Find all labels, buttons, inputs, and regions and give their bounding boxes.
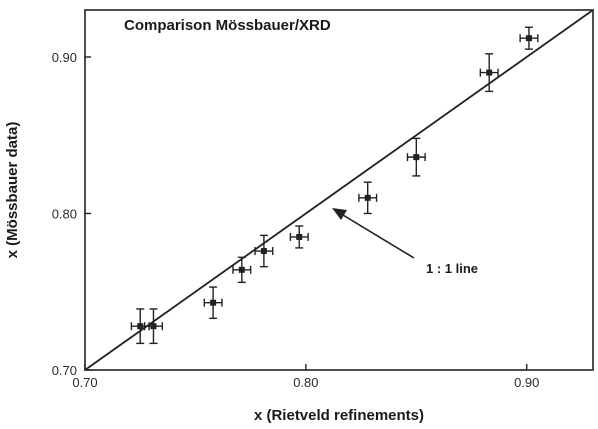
data-point-5 — [254, 234, 274, 268]
point-marker — [210, 299, 217, 306]
axis-ticks: 0.70 0.80 0.90 0.70 0.80 0.90 — [52, 50, 540, 390]
y-axis-title: x (Mössbauer data) — [4, 122, 21, 259]
point-marker — [296, 233, 303, 240]
plot-frame — [84, 9, 594, 371]
annotation-arrow-head — [332, 208, 347, 220]
data-point-3 — [203, 286, 223, 320]
annotation-1-1-line: 1 : 1 line — [332, 208, 478, 276]
y-tick-label-2: 0.90 — [52, 50, 77, 65]
x-tick-label-0: 0.70 — [72, 375, 97, 390]
point-marker — [238, 266, 245, 273]
x-tick-label-2: 0.90 — [514, 375, 539, 390]
data-point-7 — [358, 181, 378, 215]
x-tick-label-1: 0.80 — [293, 375, 318, 390]
point-marker — [364, 194, 371, 201]
annotation-arrow-shaft — [337, 211, 415, 259]
point-marker — [486, 69, 493, 76]
data-points — [130, 26, 539, 345]
data-point-6 — [289, 225, 309, 249]
point-marker — [150, 323, 157, 330]
point-marker — [260, 248, 267, 255]
data-point-9 — [479, 53, 499, 93]
y-tick-label-0: 0.70 — [52, 363, 77, 378]
x-axis-title: x (Rietveld refinements) — [254, 407, 424, 424]
data-point-2 — [143, 308, 164, 345]
reference-line-1-1 — [84, 9, 594, 371]
data-point-8 — [406, 137, 426, 177]
data-point-4 — [232, 256, 252, 284]
point-marker — [525, 35, 532, 42]
annotation-label: 1 : 1 line — [426, 261, 478, 276]
point-marker — [413, 154, 420, 161]
plot-area — [84, 9, 594, 371]
y-tick-label-1: 0.80 — [52, 206, 77, 221]
chart-title: Comparison Mössbauer/XRD — [124, 17, 331, 34]
data-point-10 — [519, 26, 539, 50]
point-marker — [137, 323, 144, 330]
